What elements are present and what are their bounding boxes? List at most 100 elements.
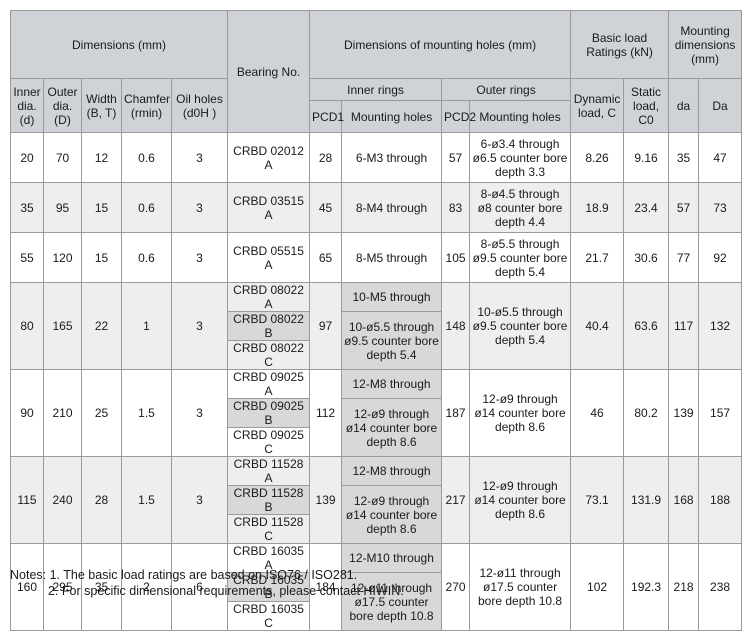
bearing-no-cell: CRBD 09025 A — [227, 369, 311, 399]
width-cell: 28 — [81, 456, 122, 544]
chamfer-cell: 0.6 — [121, 182, 172, 233]
pcd2-cell: 270 — [441, 543, 471, 631]
pcd2-cell: 83 — [441, 182, 471, 233]
mounting-dims-header: Mounting dimensions (mm) — [668, 10, 743, 79]
bearing-spec-table: Dimensions (mm) Bearing No. Dimensions o… — [9, 10, 743, 631]
inner-mounting-holes-header: Mounting holes — [341, 100, 443, 133]
oil-holes-header: Oil holes (d0H ) — [170, 78, 229, 133]
da-large-cell: 92 — [698, 232, 743, 283]
width-cell: 15 — [81, 232, 122, 283]
table-row: 35 95 15 0.6 3 CRBD 03515 A 45 8-M4 through 83 8-… — [10, 182, 743, 233]
chamfer-cell: 1 — [121, 282, 172, 370]
outer-dia-cell: 165 — [43, 282, 82, 370]
da-small-cell: 35 — [668, 132, 700, 183]
bearing-no-cell: CRBD 16035 A — [227, 543, 311, 573]
da-small-cell: 57 — [668, 182, 700, 233]
outer-mounting-holes-cell: 12-ø9 through ø14 counter bore depth 8.6 — [469, 456, 572, 544]
da-large-cell: 47 — [698, 132, 743, 183]
table-row: 55 120 15 0.6 3 CRBD 05515 A 65 8-M5 through 105… — [10, 232, 743, 283]
dimensions-header: Dimensions (mm) — [9, 10, 229, 79]
bearing-no-cell: CRBD 09025 C — [227, 427, 311, 457]
note-2: 2. For specific dimensional requirements… — [48, 584, 404, 598]
bearing-no-cell: CRBD 08022 A — [227, 282, 311, 312]
bearing-no-cell: CRBD 09025 B — [227, 398, 311, 428]
inner-mounting-holes-cell: 10-M5 through — [341, 282, 443, 312]
inner-dia-header: Inner dia. (d) — [10, 78, 44, 133]
da-large-header: Da — [698, 78, 743, 133]
da-small-cell: 77 — [668, 232, 700, 283]
width-cell: 25 — [81, 369, 122, 457]
dynamic-load-cell: 73.1 — [570, 456, 625, 544]
oil-holes-cell: 3 — [170, 456, 229, 544]
notes: Notes: 1. The basic load ratings are bas… — [10, 567, 404, 599]
chamfer-header: Chamfer (rmin) — [121, 78, 172, 133]
dynamic-load-cell: 46 — [570, 369, 625, 457]
dynamic-load-cell: 102 — [570, 543, 625, 631]
pcd1-cell: 97 — [309, 282, 343, 370]
outer-mounting-holes-cell: 12-ø9 through ø14 counter bore depth 8.6 — [469, 369, 572, 457]
pcd1-cell: 65 — [309, 232, 343, 283]
da-large-cell: 188 — [698, 456, 743, 544]
pcd1-cell: 28 — [309, 132, 343, 183]
dynamic-load-cell: 40.4 — [570, 282, 625, 370]
pcd2-cell: 217 — [441, 456, 471, 544]
oil-holes-cell: 3 — [170, 182, 229, 233]
da-large-cell: 157 — [698, 369, 743, 457]
chamfer-cell: 0.6 — [121, 232, 172, 283]
width-cell: 15 — [81, 182, 122, 233]
static-load-cell: 131.9 — [623, 456, 670, 544]
outer-dia-cell: 70 — [43, 132, 82, 183]
bearing-no-cell: CRBD 11528 B — [227, 485, 311, 515]
outer-mounting-holes-cell: 8-ø4.5 through ø8 counter bore depth 4.4 — [469, 182, 572, 233]
pcd1-cell: 45 — [309, 182, 343, 233]
table-row: 90 210 25 1.5 3 CRBD 09025 A 112 12-M8 through 1… — [10, 369, 743, 457]
basic-load-header: Basic load Ratings (kN) — [570, 10, 670, 79]
mounting-holes-dims-header: Dimensions of mounting holes (mm) — [309, 10, 572, 79]
inner-dia-cell: 115 — [10, 456, 44, 544]
bearing-no-cell: CRBD 16035 C — [227, 601, 311, 631]
chamfer-cell: 1.5 — [121, 456, 172, 544]
note-1: Notes: 1. The basic load ratings are bas… — [10, 568, 358, 582]
static-load-header: Static load, C0 — [623, 78, 670, 133]
bearing-no-cell: CRBD 08022 B — [227, 311, 311, 341]
static-load-cell: 63.6 — [623, 282, 670, 370]
static-load-cell: 80.2 — [623, 369, 670, 457]
dynamic-load-cell: 8.26 — [570, 132, 625, 183]
inner-rings-header: Inner rings — [309, 78, 443, 101]
inner-mounting-holes-cell: 12-M8 through — [341, 456, 443, 486]
inner-mounting-holes-cell: 10-ø5.5 through ø9.5 counter bore depth … — [341, 311, 443, 370]
inner-mounting-holes-cell: 8-M4 through — [341, 182, 443, 233]
dynamic-load-cell: 18.9 — [570, 182, 625, 233]
static-load-cell: 23.4 — [623, 182, 670, 233]
bearing-no-cell: CRBD 11528 A — [227, 456, 311, 486]
bearing-no-cell: CRBD 11528 C — [227, 514, 311, 544]
inner-mounting-holes-cell: 8-M5 through — [341, 232, 443, 283]
inner-mounting-holes-cell: 12-ø9 through ø14 counter bore depth 8.6 — [341, 485, 443, 544]
static-load-cell: 9.16 — [623, 132, 670, 183]
outer-dia-cell: 120 — [43, 232, 82, 283]
spec-body: 20 70 12 0.6 3 CRBD 02012 A 28 6-M3 through 57 6-… — [10, 132, 743, 631]
da-small-cell: 218 — [668, 543, 700, 631]
pcd2-cell: 105 — [441, 232, 471, 283]
outer-dia-cell: 240 — [43, 456, 82, 544]
width-cell: 12 — [81, 132, 122, 183]
oil-holes-cell: 3 — [170, 132, 229, 183]
pcd1-cell: 139 — [309, 456, 343, 544]
table-row: 80 165 22 1 3 CRBD 08022 A 97 10-M5 through 148 1… — [10, 282, 743, 370]
chamfer-cell: 1.5 — [121, 369, 172, 457]
pcd1-cell: 112 — [309, 369, 343, 457]
outer-mounting-holes-header: Mounting holes — [469, 100, 572, 133]
width-cell: 22 — [81, 282, 122, 370]
spec-sheet: Dimensions (mm) Bearing No. Dimensions o… — [9, 10, 743, 631]
inner-dia-cell: 80 — [10, 282, 44, 370]
inner-mounting-holes-cell: 6-M3 through — [341, 132, 443, 183]
oil-holes-cell: 3 — [170, 369, 229, 457]
inner-dia-cell: 35 — [10, 182, 44, 233]
static-load-cell: 30.6 — [623, 232, 670, 283]
da-large-cell: 132 — [698, 282, 743, 370]
outer-dia-header: Outer dia. (D) — [43, 78, 82, 133]
dynamic-load-header: Dynamic load, C — [570, 78, 625, 133]
pcd2-cell: 187 — [441, 369, 471, 457]
inner-dia-cell: 55 — [10, 232, 44, 283]
pcd1-header: PCD1 — [309, 100, 344, 133]
